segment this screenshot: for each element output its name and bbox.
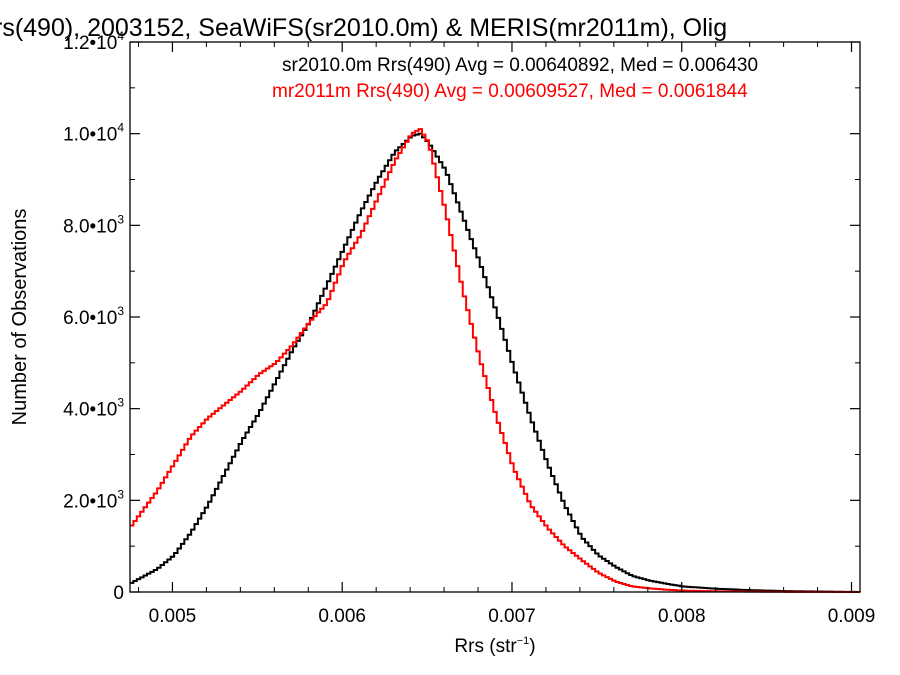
- y-tick-label: 1.2•104: [63, 29, 124, 54]
- series-line-mr2011: [130, 128, 861, 593]
- legend-entry-sr2010: sr2010.0m Rrs(490) Avg = 0.00640892, Med…: [282, 55, 758, 76]
- legend: sr2010.0m Rrs(490) Avg = 0.00640892, Med…: [272, 55, 758, 102]
- x-tick-label: 0.005: [149, 606, 197, 627]
- x-tick-label: 0.008: [658, 606, 706, 627]
- x-axis-label: Rrs (str−1): [454, 635, 535, 657]
- x-axis-label-close: ): [529, 636, 535, 657]
- x-axis-label-superscript: −1: [517, 635, 530, 647]
- y-tick-label: 6.0•103: [63, 304, 124, 329]
- y-tick-label: 2.0•103: [63, 487, 124, 512]
- y-tick-label: 0: [113, 583, 124, 604]
- x-tick-label: 0.006: [318, 606, 366, 627]
- y-tick-label: 4.0•103: [63, 396, 124, 421]
- series-line-sr2010: [130, 132, 861, 593]
- plot-frame: [129, 41, 861, 593]
- x-tick-label: 0.009: [828, 606, 876, 627]
- y-tick-label: 8.0•103: [63, 212, 124, 237]
- y-tick-label: 1.0•104: [63, 121, 124, 146]
- x-axis-label-main: Rrs (str: [454, 636, 517, 657]
- legend-entry-mr2011: mr2011m Rrs(490) Avg = 0.00609527, Med =…: [272, 81, 748, 102]
- x-tick-label: 0.007: [488, 606, 536, 627]
- chart-title: rs(490), 2003152, SeaWiFS(sr2010.0m) & M…: [0, 14, 727, 42]
- series-layer: [130, 128, 861, 593]
- ticks-layer: 0.005 0.006 0.007 0.008 0.009 0 2.0•103 4.0•103…: [63, 29, 875, 627]
- y-axis-label: Number of Observations: [9, 209, 31, 426]
